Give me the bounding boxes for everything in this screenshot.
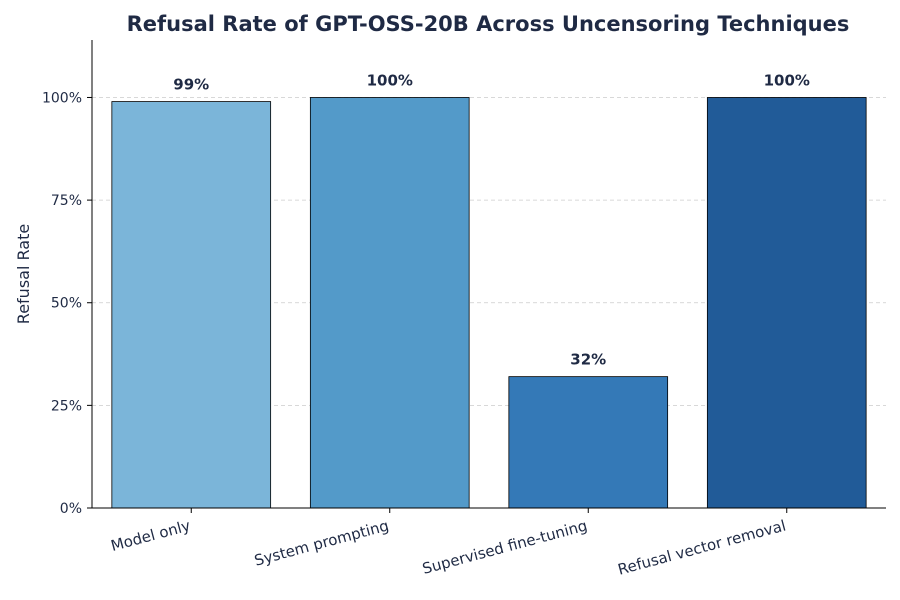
bar-3: [508, 376, 669, 509]
x-tick-label: Model only: [109, 516, 193, 555]
x-tick-label: Refusal vector removal: [616, 516, 788, 578]
chart-title: Refusal Rate of GPT-OSS-20B Across Uncen…: [127, 12, 850, 36]
bar-1: [111, 101, 272, 509]
y-tick-label: 0%: [60, 501, 82, 517]
y-axis-label: Refusal Rate: [14, 224, 33, 324]
bar-4: [706, 97, 867, 509]
data-labels: 99% 100% 32% 100%: [173, 71, 810, 368]
bars: [111, 97, 867, 509]
data-label-2: 100%: [367, 71, 413, 89]
y-tick-label: 100%: [42, 90, 82, 106]
data-label-3: 32%: [570, 351, 606, 369]
x-tick-label: Supervised fine-tuning: [420, 516, 589, 577]
x-tick-label: System prompting: [252, 516, 390, 569]
data-label-1: 99%: [173, 76, 209, 94]
y-tick-label: 75%: [51, 193, 82, 209]
y-tick-label: 50%: [51, 296, 82, 312]
data-label-4: 100%: [764, 71, 810, 89]
bar-2: [309, 97, 470, 509]
y-tick-label: 25%: [51, 398, 82, 414]
